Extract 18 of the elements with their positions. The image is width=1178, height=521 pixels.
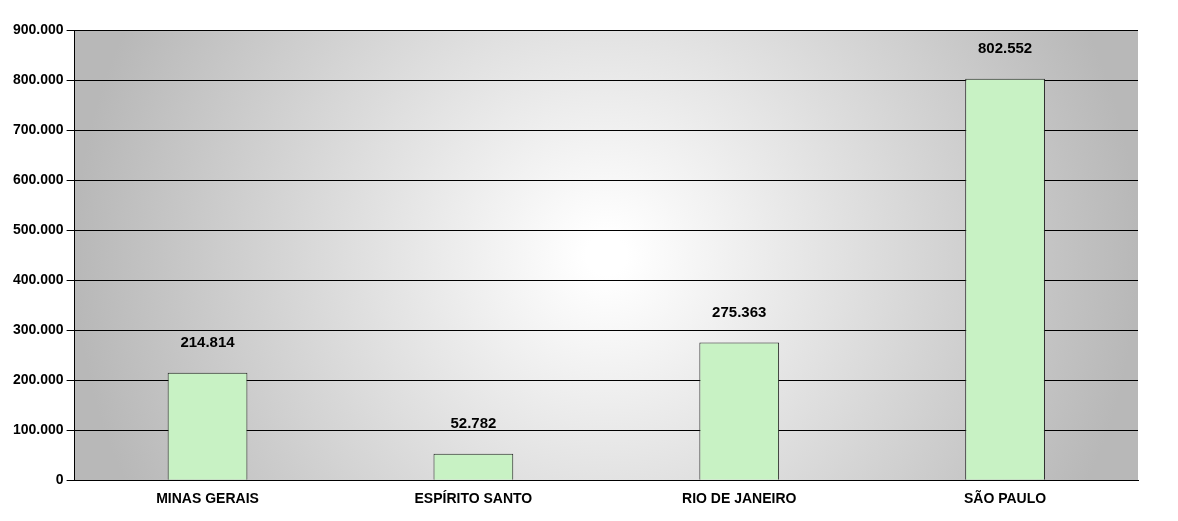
y-tick-label: 300.000	[13, 320, 64, 337]
data-label: 802.552	[977, 39, 1033, 57]
y-tick-label: 500.000	[13, 220, 64, 237]
x-tick-label: RIO DE JANEIRO	[682, 490, 797, 507]
y-tick-label: 400.000	[13, 270, 64, 287]
y-tick-label: 900.000	[13, 20, 64, 37]
data-label: 275.363	[712, 303, 767, 321]
y-tick-label: 0	[55, 471, 64, 488]
data-label: 52.782	[450, 414, 497, 432]
x-tick-label: ESPÍRITO SANTO	[414, 490, 533, 507]
y-tick-label: 600.000	[13, 170, 64, 187]
x-tick-label: MINAS GERAIS	[156, 490, 259, 507]
x-tick-label: SÃO PAULO	[963, 489, 1047, 507]
y-tick-label: 800.000	[13, 70, 64, 87]
y-tick-label: 200.000	[13, 371, 64, 388]
y-tick-label: 700.000	[13, 120, 64, 137]
y-tick-label: 100.000	[13, 421, 64, 438]
data-label: 214.814	[180, 333, 236, 351]
